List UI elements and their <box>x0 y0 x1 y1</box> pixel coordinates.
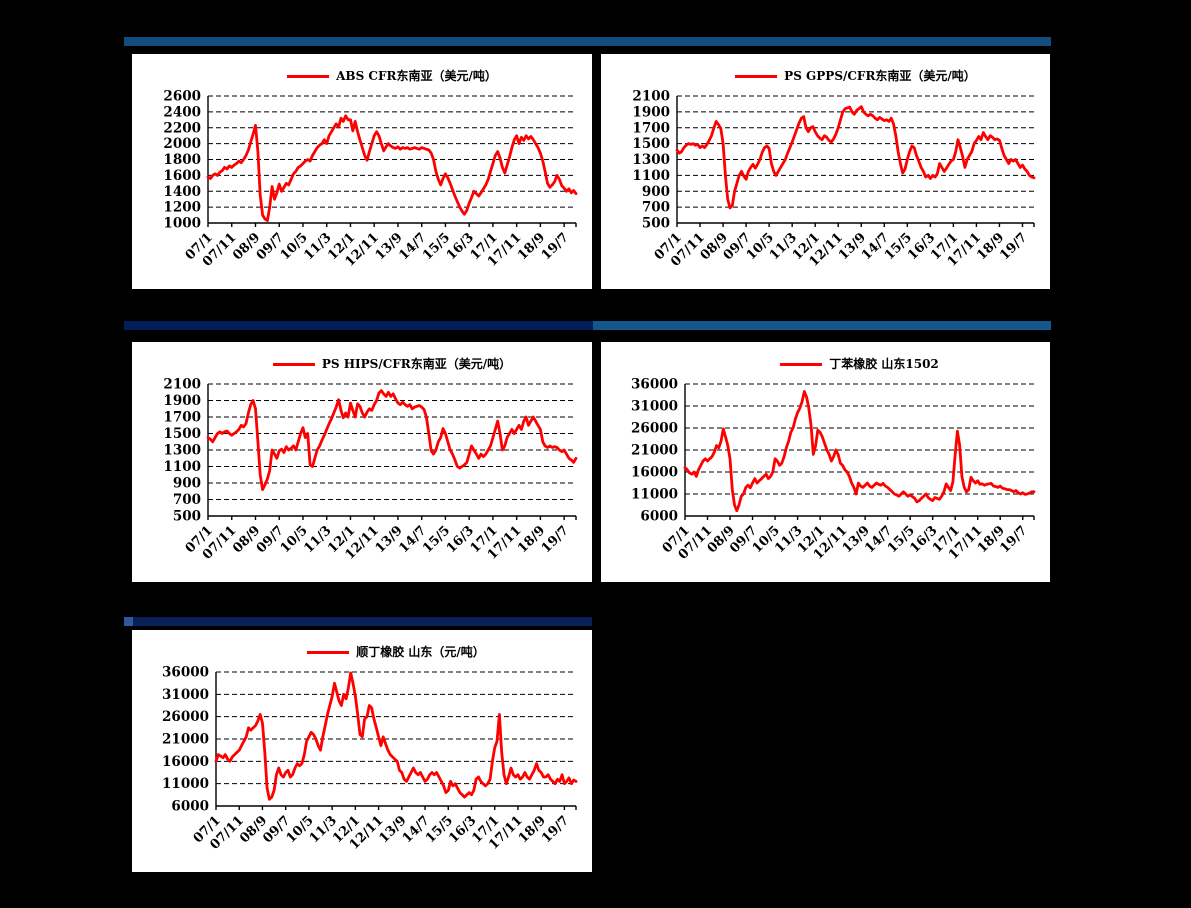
section-bar-middle-right <box>593 321 1051 330</box>
chart-legend: PS HIPS/CFR东南亚（美元/吨） <box>208 355 576 373</box>
legend-line-sample-icon <box>307 650 350 654</box>
svg-text:900: 900 <box>642 184 670 200</box>
svg-text:21000: 21000 <box>631 443 678 459</box>
svg-text:19/7: 19/7 <box>539 523 572 556</box>
legend-label: 顺丁橡胶 山东（元/吨） <box>356 645 485 659</box>
svg-text:36000: 36000 <box>631 377 678 393</box>
svg-text:6000: 6000 <box>640 509 678 525</box>
svg-text:1300: 1300 <box>632 152 670 168</box>
svg-text:31000: 31000 <box>162 687 209 703</box>
legend-line-sample-icon <box>780 362 823 366</box>
svg-text:19/7: 19/7 <box>539 230 572 263</box>
chart-panel-br-shandong: 顺丁橡胶 山东（元/吨） 36000 31000 26000 21000 16000 11… <box>132 630 592 872</box>
legend-line-sample-icon <box>287 74 330 78</box>
line-chart-ps-gpps: 21001900170015001300110090070050007/107/… <box>632 89 1036 270</box>
line-chart-ps-hips: 21001900170015001300110090070050007/107/… <box>163 377 578 563</box>
chart-panel-ps-gpps: PS GPPS/CFR东南亚（美元/吨） 2100 1900 1700 1500 130… <box>601 54 1050 289</box>
section-bar-bottom-stub <box>124 617 133 626</box>
svg-text:1700: 1700 <box>632 120 670 136</box>
legend-line-sample-icon <box>272 362 315 366</box>
svg-text:16000: 16000 <box>631 465 678 481</box>
svg-text:1400: 1400 <box>163 184 201 200</box>
line-chart-br-shandong: 360003100026000210001600011000600007/107… <box>162 665 578 853</box>
svg-text:6000: 6000 <box>171 799 209 815</box>
svg-text:11000: 11000 <box>162 776 209 792</box>
chart-panel-sbr-1502: 丁苯橡胶 山东1502 36000 31000 26000 21000 16000 110… <box>601 342 1050 582</box>
svg-text:1900: 1900 <box>632 104 670 120</box>
svg-text:1900: 1900 <box>163 393 201 409</box>
section-bar-middle-left <box>124 321 593 330</box>
svg-text:1300: 1300 <box>163 443 201 459</box>
svg-text:21000: 21000 <box>162 732 209 748</box>
svg-text:1100: 1100 <box>163 459 201 475</box>
line-chart-abs-cfr: 26002400220020001800160014001200100007/1… <box>163 89 578 270</box>
svg-text:700: 700 <box>642 200 670 216</box>
svg-text:31000: 31000 <box>631 399 678 415</box>
svg-text:2100: 2100 <box>632 89 670 105</box>
legend-line-sample-icon <box>735 74 778 78</box>
chart-legend: 丁苯橡胶 山东1502 <box>685 355 1034 373</box>
svg-text:2600: 2600 <box>163 89 201 105</box>
svg-text:19/7: 19/7 <box>997 230 1030 263</box>
legend-label: 丁苯橡胶 山东1502 <box>829 357 939 371</box>
svg-text:1200: 1200 <box>163 200 201 216</box>
svg-text:2400: 2400 <box>163 104 201 120</box>
chart-legend: 顺丁橡胶 山东（元/吨） <box>216 643 576 661</box>
chart-panel-abs-cfr: ABS CFR东南亚（美元/吨） 2600 2400 2200 2000 1800 160… <box>132 54 592 289</box>
chart-panel-ps-hips: PS HIPS/CFR东南亚（美元/吨） 2100 1900 1700 1500 130… <box>132 342 592 582</box>
svg-text:19/7: 19/7 <box>539 813 572 846</box>
legend-label: PS GPPS/CFR东南亚（美元/吨） <box>784 69 976 83</box>
svg-text:2000: 2000 <box>163 136 201 152</box>
svg-text:1600: 1600 <box>163 168 201 184</box>
svg-text:16000: 16000 <box>162 754 209 770</box>
svg-text:2200: 2200 <box>163 120 201 136</box>
svg-text:1800: 1800 <box>163 152 201 168</box>
svg-text:1100: 1100 <box>632 168 670 184</box>
svg-text:26000: 26000 <box>162 709 209 725</box>
chart-legend: PS GPPS/CFR东南亚（美元/吨） <box>677 67 1034 85</box>
svg-text:11000: 11000 <box>631 487 678 503</box>
svg-text:500: 500 <box>642 216 670 232</box>
svg-text:900: 900 <box>173 476 201 492</box>
svg-text:1000: 1000 <box>163 216 201 232</box>
chart-legend: ABS CFR东南亚（美元/吨） <box>208 67 576 85</box>
svg-text:1700: 1700 <box>163 410 201 426</box>
legend-label: PS HIPS/CFR东南亚（美元/吨） <box>321 357 512 371</box>
section-bar-top <box>124 37 1051 46</box>
svg-text:700: 700 <box>173 492 201 508</box>
svg-text:26000: 26000 <box>631 421 678 437</box>
svg-text:500: 500 <box>173 509 201 525</box>
legend-label: ABS CFR东南亚（美元/吨） <box>336 69 497 83</box>
svg-text:1500: 1500 <box>632 136 670 152</box>
line-chart-sbr-1502: 360003100026000210001600011000600007/107… <box>631 377 1036 563</box>
svg-text:2100: 2100 <box>163 377 201 393</box>
svg-text:1500: 1500 <box>163 426 201 442</box>
svg-text:36000: 36000 <box>162 665 209 681</box>
section-bar-bottom <box>124 617 592 626</box>
